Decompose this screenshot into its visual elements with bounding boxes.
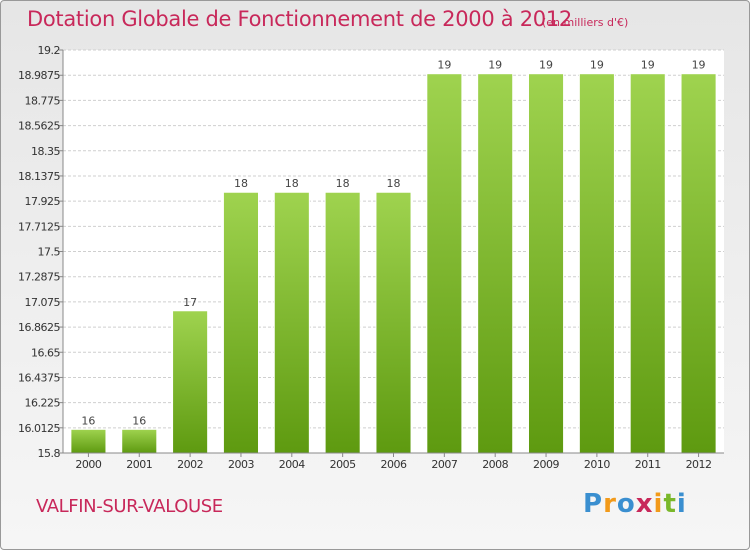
bar-value-label: 18 [387,177,401,190]
x-tick-label: 2011 [635,458,661,471]
bar-value-label: 16 [81,414,95,427]
logo-letter: x [635,489,654,519]
bar-value-label: 18 [234,177,248,190]
y-tick-label: 16.8625 [18,321,60,334]
bar-value-label: 17 [183,296,197,309]
bar-value-label: 16 [132,414,146,427]
x-tick-label: 2009 [533,458,559,471]
y-tick-label: 19.2 [38,44,61,57]
y-tick-label: 17.7125 [18,220,60,233]
y-tick-label: 18.9875 [18,69,60,82]
x-tick-label: 2010 [584,458,610,471]
y-tick-label: 17.5 [38,246,61,259]
bar-2002 [172,310,209,454]
x-tick-label: 2005 [330,458,356,471]
y-tick-label: 16.225 [25,397,61,410]
y-tick-label: 18.35 [31,145,60,158]
bar-value-label: 19 [590,59,604,72]
commune-name: VALFIN-SUR-VALOUSE [36,496,223,517]
bar-value-label: 18 [336,177,350,190]
y-tick-label: 17.925 [25,195,61,208]
bar-value-label: 19 [692,59,706,72]
bars: 16 16 17 18 18 18 18 19 19 19 19 19 19 [70,59,717,454]
bar-value-label: 19 [437,59,451,72]
y-tick-label: 18.775 [25,94,61,107]
x-tick-label: 2003 [228,458,254,471]
logo-letter: o [616,489,636,519]
logo-letter: P [583,489,604,519]
logo-letter: i [676,489,687,519]
bar-2008 [477,73,514,454]
x-tick-label: 2006 [381,458,407,471]
bar-2000 [70,428,107,454]
bar-2012 [680,73,717,454]
proxiti-logo[interactable]: Proxiti [583,489,687,519]
y-tick-label: 16.65 [31,346,60,359]
y-axis-ticks: 15.8 16.0125 16.225 16.4375 16.65 16.8625 17.0… [18,44,63,460]
y-tick-label: 16.4375 [18,371,60,384]
chart-subtitle: (en milliers d'€) [542,16,629,29]
y-tick-label: 15.8 [38,447,61,460]
y-tick-label: 17.075 [25,296,61,309]
x-tick-label: 2001 [126,458,152,471]
x-tick-label: 2004 [279,458,305,471]
bar-value-label: 19 [488,59,502,72]
x-axis-ticks: 2000 2001 2002 2003 2004 2005 2006 2007 2008 2009… [75,453,712,471]
y-tick-label: 17.2875 [18,271,60,284]
logo-letter: t [663,489,677,519]
x-tick-label: 2002 [177,458,203,471]
bar-2007 [426,73,463,454]
logo-letter: i [653,489,664,519]
bar-2010 [578,73,615,454]
bar-2009 [527,73,565,454]
bar-value-label: 19 [539,59,553,72]
x-tick-label: 2000 [75,458,101,471]
chart-title: Dotation Globale de Fonctionnement de 20… [27,7,572,31]
bar-2006 [375,191,412,454]
x-tick-label: 2008 [482,458,508,471]
bar-2011 [629,73,666,454]
y-tick-label: 18.5625 [18,120,60,133]
y-tick-label: 18.1375 [18,170,60,183]
bar-2001 [121,428,158,454]
logo-letter: r [603,489,617,519]
bar-value-label: 18 [285,177,299,190]
bar-2005 [324,191,361,454]
bar-2004 [273,191,310,454]
x-tick-label: 2007 [431,458,457,471]
bar-2003 [222,191,260,454]
y-tick-label: 16.0125 [18,422,60,435]
x-tick-label: 2012 [686,458,712,471]
bar-value-label: 19 [641,59,655,72]
